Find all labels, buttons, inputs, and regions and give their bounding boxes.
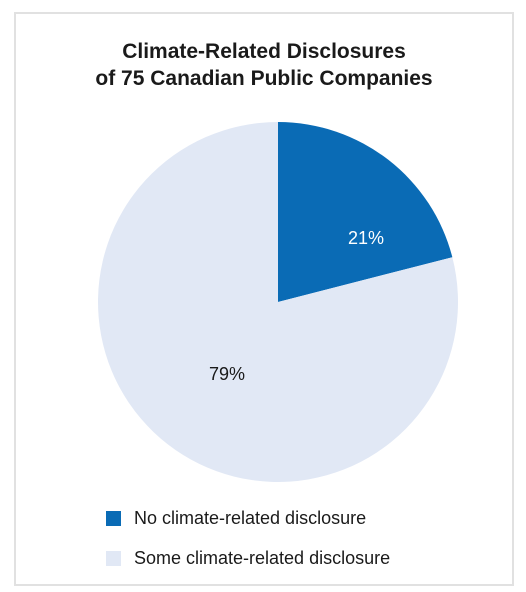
chart-title: Climate-Related Disclosures of 75 Canadi… [16, 38, 512, 92]
legend: No climate-related disclosure Some clima… [106, 506, 390, 586]
chart-frame: Climate-Related Disclosures of 75 Canadi… [14, 12, 514, 586]
pie-slice-some-disclosure [98, 122, 459, 482]
pie-chart: 21% 79% [98, 122, 459, 482]
legend-item-no-disclosure: No climate-related disclosure [106, 506, 390, 530]
legend-label-no-disclosure: No climate-related disclosure [134, 507, 367, 528]
pie-label-some-disclosure: 79% [209, 364, 245, 384]
legend-label-some-disclosure: Some climate-related disclosure [134, 547, 391, 568]
chart-title-line-2: of 75 Canadian Public Companies [95, 67, 433, 90]
pie-slice-no-disclosure [278, 122, 453, 302]
legend-swatch-no-disclosure [106, 510, 121, 526]
chart-title-line-1: Climate-Related Disclosures [122, 40, 406, 63]
pie-label-no-disclosure: 21% [348, 228, 384, 248]
legend-swatch-some-disclosure [106, 550, 121, 566]
legend-item-some-disclosure: Some climate-related disclosure [106, 546, 390, 570]
